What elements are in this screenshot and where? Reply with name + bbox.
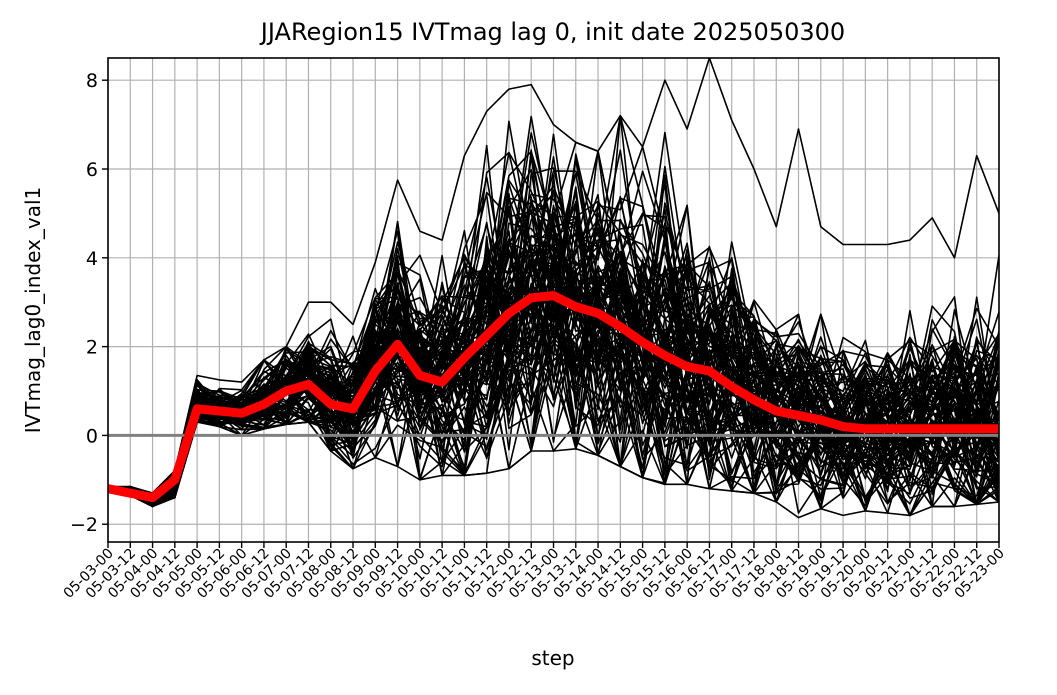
y-tick-label: 2 xyxy=(86,337,98,359)
top-margin xyxy=(0,0,1057,58)
ensemble-member-line xyxy=(107,251,1000,503)
ensemble-member-line xyxy=(107,293,1000,507)
ensemble-member-line xyxy=(107,223,1000,517)
ensemble-member-line xyxy=(107,214,1000,494)
mean-line xyxy=(103,291,1004,503)
y-axis-label: IVTmag_lag0_index_val1 xyxy=(21,187,45,434)
ensemble-member-line xyxy=(107,202,1000,497)
ensemble-member-line xyxy=(107,115,1000,500)
y-tick-label: −2 xyxy=(70,514,98,536)
right-margin xyxy=(999,0,1057,690)
chart-title: JJARegion15 IVTmag lag 0, init date 2025… xyxy=(259,18,845,46)
left-margin xyxy=(0,0,108,690)
ensemble-member-line xyxy=(107,306,1000,503)
ensemble-mean xyxy=(103,291,1004,503)
ensemble-member-line xyxy=(107,220,1000,497)
ensemble-member-line xyxy=(107,421,1000,519)
y-tick-label: 0 xyxy=(86,425,98,447)
ensemble-member-line xyxy=(107,150,1000,506)
x-axis-label: step xyxy=(531,646,574,670)
y-tick-label: 4 xyxy=(86,248,98,270)
bottom-margin xyxy=(0,542,1057,690)
ticks: −20246805-03-0005-03-1205-04-0005-04-120… xyxy=(61,70,1008,602)
ensemble-member-line xyxy=(108,57,1000,494)
y-tick-label: 8 xyxy=(86,70,98,92)
y-tick-label: 6 xyxy=(86,159,98,181)
